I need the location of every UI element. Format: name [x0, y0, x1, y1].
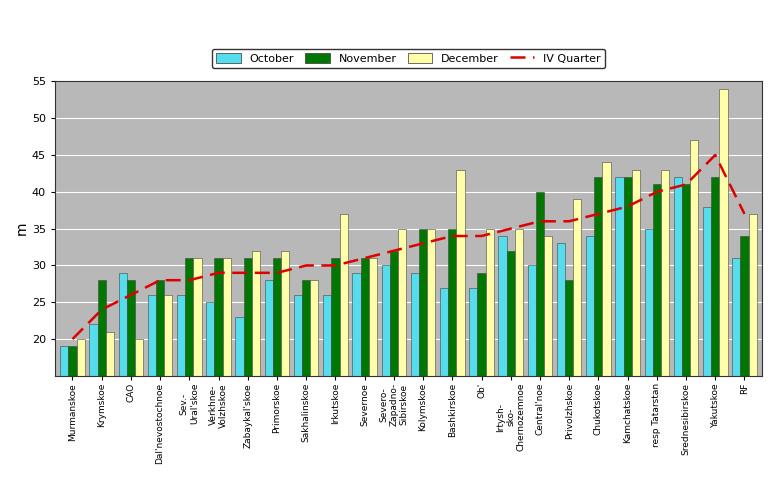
Bar	[135, 339, 143, 479]
Bar	[281, 251, 289, 479]
Bar	[89, 324, 98, 479]
Bar	[244, 258, 252, 479]
Bar	[68, 346, 77, 479]
Bar	[544, 236, 552, 479]
Bar	[177, 295, 185, 479]
Bar	[156, 280, 164, 479]
Bar	[323, 295, 331, 479]
Bar	[748, 214, 757, 479]
Bar	[164, 295, 172, 479]
Bar	[310, 280, 319, 479]
Bar	[602, 162, 611, 479]
Bar	[440, 287, 448, 479]
Bar	[623, 177, 632, 479]
Bar	[653, 184, 661, 479]
Bar	[411, 273, 419, 479]
Y-axis label: m: m	[15, 222, 29, 235]
Bar	[448, 228, 456, 479]
Bar	[235, 317, 244, 479]
Bar	[507, 251, 515, 479]
Bar	[594, 177, 602, 479]
Bar	[331, 258, 340, 479]
Bar	[361, 258, 369, 479]
Bar	[265, 280, 273, 479]
Bar	[565, 280, 573, 479]
Bar	[294, 295, 302, 479]
Bar	[427, 228, 435, 479]
Bar	[515, 228, 523, 479]
Bar	[615, 177, 623, 479]
Bar	[477, 273, 486, 479]
Bar	[382, 265, 390, 479]
Bar	[661, 170, 669, 479]
Bar	[223, 258, 231, 479]
Bar	[720, 89, 727, 479]
Bar	[732, 258, 740, 479]
Bar	[273, 258, 281, 479]
Bar	[60, 346, 68, 479]
Bar	[711, 177, 720, 479]
Bar	[148, 295, 156, 479]
Bar	[469, 287, 477, 479]
Bar	[252, 251, 260, 479]
Bar	[352, 273, 361, 479]
Bar	[456, 170, 465, 479]
Bar	[398, 228, 406, 479]
Bar	[536, 192, 544, 479]
Bar	[98, 280, 106, 479]
Bar	[119, 273, 127, 479]
Bar	[740, 236, 748, 479]
Bar	[419, 228, 427, 479]
Bar	[632, 170, 640, 479]
Bar	[573, 199, 581, 479]
Bar	[682, 184, 690, 479]
Bar	[302, 280, 310, 479]
Bar	[690, 140, 699, 479]
Bar	[390, 251, 398, 479]
Bar	[214, 258, 223, 479]
Bar	[369, 258, 377, 479]
Bar	[645, 228, 653, 479]
Bar	[674, 177, 682, 479]
Bar	[486, 228, 493, 479]
Bar	[499, 236, 507, 479]
Bar	[77, 339, 85, 479]
Bar	[127, 280, 135, 479]
Bar	[528, 265, 536, 479]
Bar	[206, 302, 214, 479]
Bar	[340, 214, 347, 479]
Bar	[586, 236, 594, 479]
Bar	[193, 258, 201, 479]
Bar	[703, 206, 711, 479]
Bar	[557, 243, 565, 479]
Bar	[106, 332, 114, 479]
Bar	[185, 258, 193, 479]
Legend: October, November, December, IV Quarter: October, November, December, IV Quarter	[212, 48, 605, 68]
